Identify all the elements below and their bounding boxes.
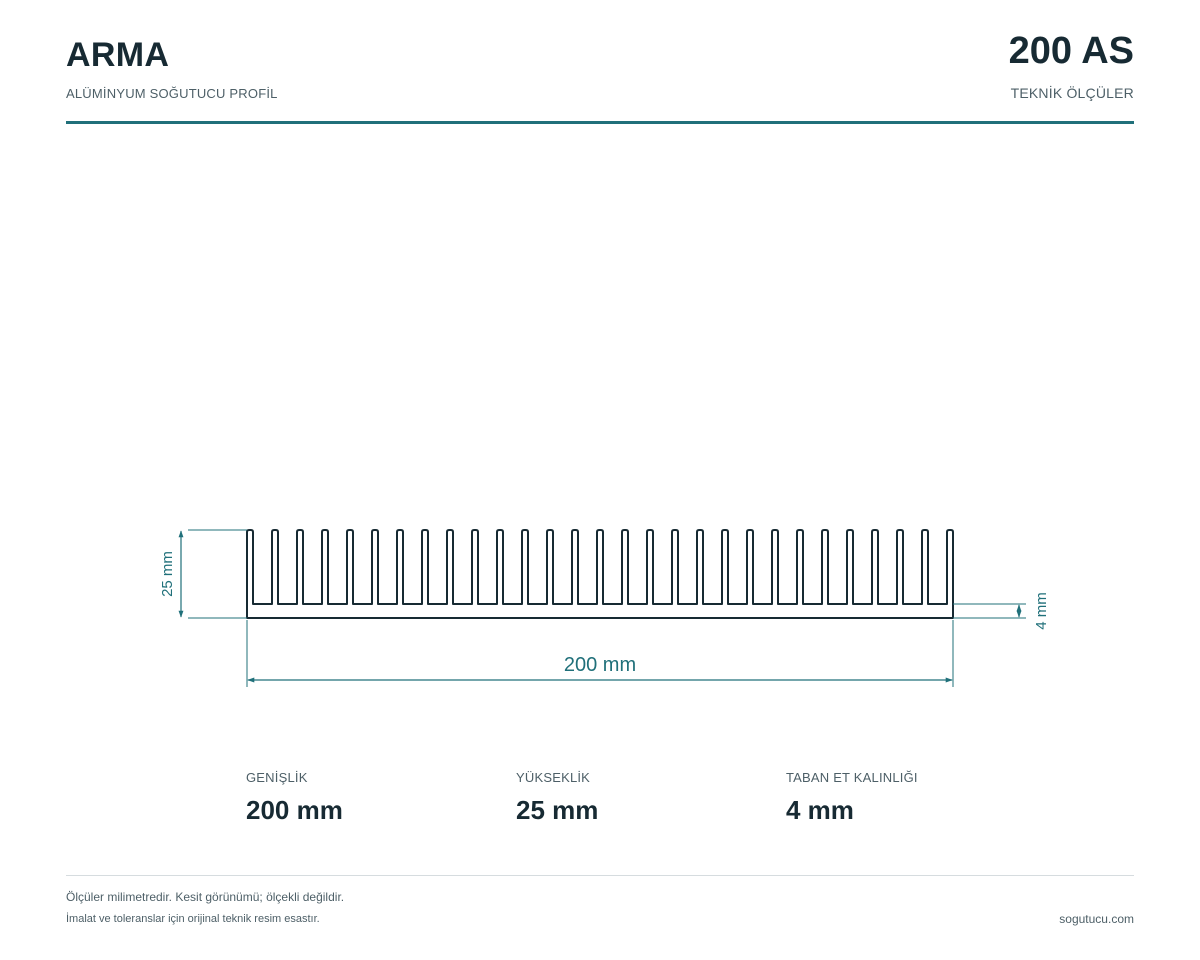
spec-height-value: 25 mm [516,795,599,825]
spec-width-label: GENİŞLİK [246,770,308,785]
header-divider [66,121,1134,124]
tolerance-note: İmalat ve toleranslar için orijinal tekn… [66,913,320,925]
spec-width: GENİŞLİK 200 mm [246,770,343,826]
spec-base-thickness: TABAN ET KALINLIĞI 4 mm [786,770,918,826]
footer-divider [66,875,1134,876]
brand-name: ARMA [66,36,170,74]
units-note: Ölçüler milimetredir. Kesit görünümü; öl… [66,890,345,904]
spec-height: YÜKSEKLİK 25 mm [516,770,598,826]
heatsink-profile-outline [246,529,954,619]
spec-base-thickness-value: 4 mm [786,795,854,825]
base-dimension-label: 4 mm [1033,592,1050,630]
spec-width-value: 200 mm [246,795,343,825]
website-link[interactable]: sogutucu.com [1059,912,1134,926]
document-type: TEKNİK ÖLÇÜLER [1010,85,1134,101]
product-category: ALÜMİNYUM SOĞUTUCU PROFİL [66,86,278,101]
width-dimension-label: 200 mm [564,654,636,676]
height-dimension-label: 25 mm [159,551,176,597]
product-code: 200 AS [1008,30,1134,72]
spec-height-label: YÜKSEKLİK [516,770,591,785]
spec-base-thickness-label: TABAN ET KALINLIĞI [786,770,918,785]
